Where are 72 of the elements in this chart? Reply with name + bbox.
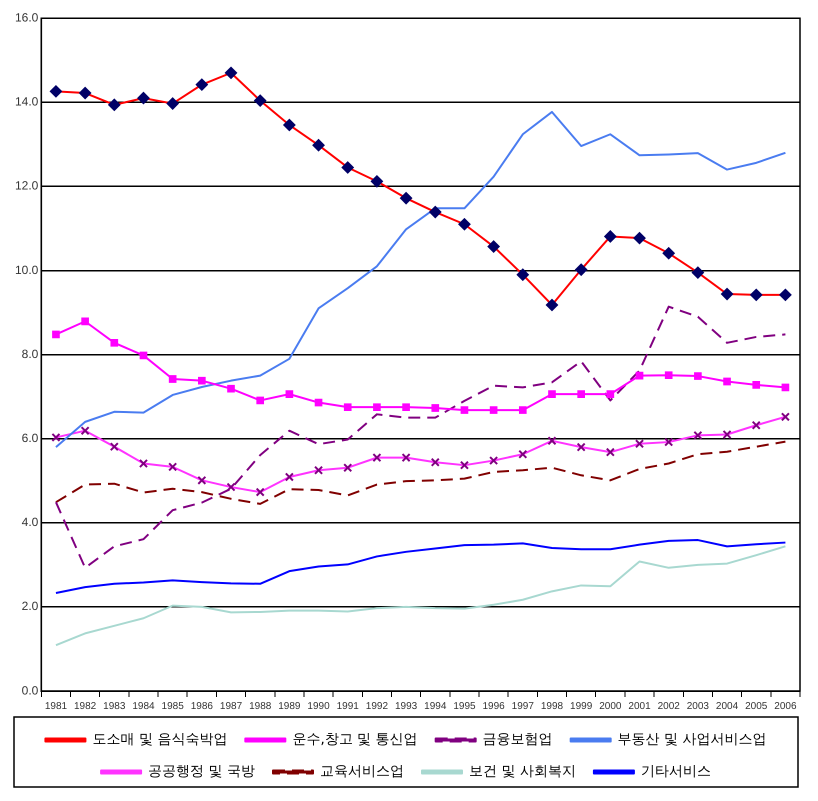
point	[110, 339, 118, 347]
point	[286, 390, 294, 398]
x-tick-label: 1991	[336, 700, 360, 712]
point	[606, 390, 614, 398]
x-tick-label: 1995	[453, 700, 476, 712]
x-tick-label: 1990	[307, 700, 330, 712]
legend-label: 운수,창고 및 통신업	[292, 732, 418, 748]
x-tick-label: 1993	[394, 700, 418, 712]
point	[460, 406, 468, 414]
x-tick-label: 2003	[686, 700, 710, 712]
x-tick-label: 1985	[162, 700, 184, 712]
x-tick-label: 2002	[658, 700, 680, 712]
point	[198, 376, 206, 384]
y-tick-label: 4.0	[22, 515, 39, 530]
line-series	[54, 306, 786, 569]
x-tick-label: 1987	[220, 700, 243, 712]
y-tick-label: 16.0	[14, 10, 39, 25]
legend-label: 교육서비스업	[320, 764, 404, 780]
legend-label: 도소매 및 음식숙박업	[92, 732, 228, 748]
y-tick-label: 14.0	[14, 94, 39, 109]
point	[227, 384, 235, 392]
y-tick-label: 0.0	[22, 683, 39, 698]
point	[226, 482, 236, 492]
x-tick-label: 1983	[103, 700, 126, 712]
y-tick-label: 2.0	[22, 599, 39, 614]
legend-label: 공공행정 및 국방	[148, 764, 256, 780]
x-tick-label: 1992	[366, 700, 388, 712]
legend-label: 보건 및 사회복지	[469, 764, 576, 780]
x-tick-label: 1997	[512, 700, 534, 712]
point	[664, 371, 673, 380]
x-tick-label: 2006	[774, 700, 797, 712]
point	[140, 352, 148, 360]
x-tick-label: 2000	[599, 700, 622, 712]
point	[723, 378, 731, 386]
point	[81, 318, 89, 326]
legend-label: 기타서비스	[640, 764, 711, 780]
point	[402, 403, 410, 411]
point	[636, 372, 644, 380]
x-tick-label: 1982	[74, 700, 97, 712]
point	[344, 403, 352, 411]
point	[694, 372, 702, 380]
legend-label: 부동산 및 사업서비스업	[618, 732, 767, 748]
x-tick-label: 1999	[570, 700, 593, 712]
x-tick-label: 1998	[540, 700, 564, 712]
point	[373, 403, 381, 411]
x-tick-label: 2005	[745, 700, 768, 712]
point	[314, 398, 322, 406]
point	[168, 375, 176, 383]
x-tick-label: 2004	[716, 700, 739, 712]
x-tick-label: 1984	[132, 700, 156, 712]
point	[548, 390, 556, 398]
x-tick-label: 1996	[482, 700, 506, 712]
x-tick-label: 1989	[278, 700, 301, 712]
x-tick-label: 1994	[424, 700, 447, 712]
point	[431, 404, 440, 412]
legend-label: 금융보험업	[482, 732, 553, 748]
y-tick-label: 10.0	[14, 262, 39, 277]
y-tick-label: 8.0	[22, 346, 39, 361]
x-tick-label: 1981	[44, 700, 68, 712]
y-tick-label: 12.0	[14, 178, 39, 193]
point	[256, 396, 264, 404]
x-tick-label: 1986	[190, 700, 214, 712]
y-tick-label: 6.0	[22, 431, 39, 446]
x-tick-label: 1988	[249, 700, 272, 712]
point	[752, 381, 760, 389]
point	[782, 384, 790, 392]
point	[52, 330, 60, 338]
point	[518, 406, 527, 414]
point	[490, 406, 498, 414]
x-tick-label: 2001	[628, 700, 652, 712]
point	[577, 390, 585, 398]
line-series	[54, 440, 786, 505]
